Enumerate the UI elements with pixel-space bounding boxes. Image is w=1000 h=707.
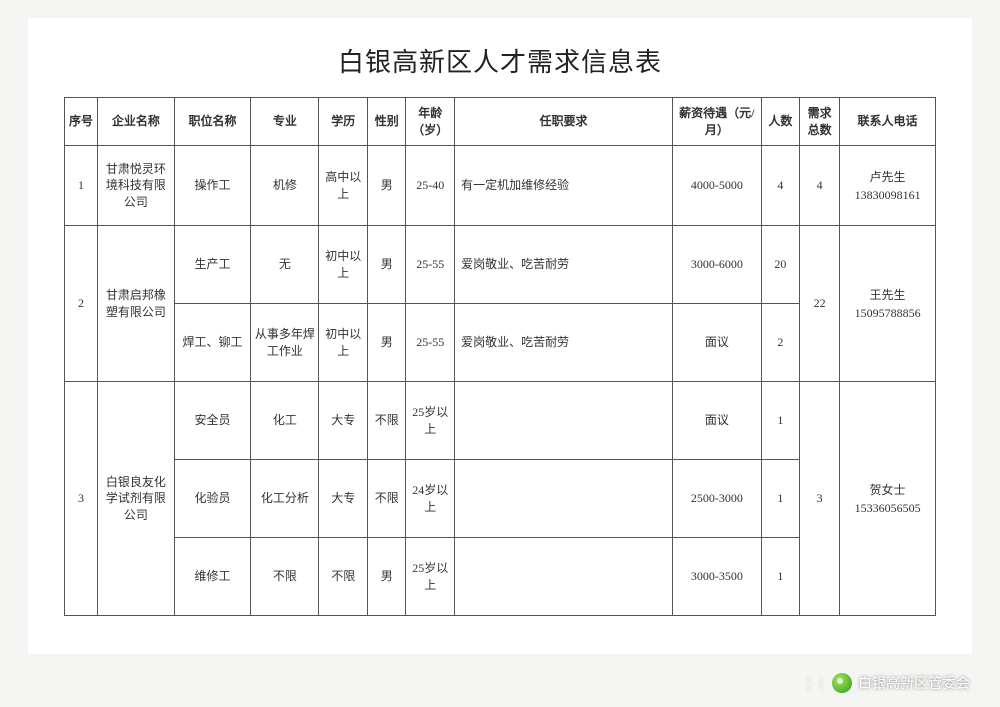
- cell-gender: 不限: [368, 382, 406, 460]
- page-title: 白银高新区人才需求信息表: [64, 42, 936, 79]
- footer-watermark: ⋮⋮ 白银高新区管委会: [802, 673, 970, 693]
- cell-edu: 不限: [319, 538, 368, 616]
- contact-phone: 15095788856: [842, 304, 933, 322]
- cell-contact: 贺女士15336056505: [840, 382, 936, 616]
- contact-name: 王先生: [842, 286, 933, 304]
- cell-company: 甘肃启邦橡塑有限公司: [98, 226, 175, 382]
- column-header: 人数: [761, 98, 799, 146]
- cell-requirement: 爱岗敬业、吃苦耐劳: [455, 226, 673, 304]
- cell-count: 4: [761, 146, 799, 226]
- cell-major: 从事多年焊工作业: [251, 304, 319, 382]
- cell-count: 1: [761, 382, 799, 460]
- table-row: 1甘肃悦灵环境科技有限公司操作工机修高中以上男25-40有一定机加维修经验400…: [65, 146, 936, 226]
- column-header: 联系人电话: [840, 98, 936, 146]
- table-row: 3白银良友化学试剂有限公司安全员化工大专不限25岁以上面议13贺女士153360…: [65, 382, 936, 460]
- column-header: 序号: [65, 98, 98, 146]
- column-header: 年龄（岁）: [406, 98, 455, 146]
- contact-name: 卢先生: [842, 168, 933, 186]
- table-body: 1甘肃悦灵环境科技有限公司操作工机修高中以上男25-40有一定机加维修经验400…: [65, 146, 936, 616]
- cell-edu: 大专: [319, 460, 368, 538]
- column-header: 任职要求: [455, 98, 673, 146]
- table-header-row: 序号企业名称职位名称专业学历性别年龄（岁）任职要求薪资待遇（元/月）人数需求总数…: [65, 98, 936, 146]
- cell-salary: 2500-3000: [672, 460, 761, 538]
- cell-requirement: [455, 460, 673, 538]
- cell-total: 22: [800, 226, 840, 382]
- cell-count: 20: [761, 226, 799, 304]
- cell-salary: 面议: [672, 382, 761, 460]
- cell-requirement: [455, 382, 673, 460]
- table-row: 2甘肃启邦橡塑有限公司生产工无初中以上男25-55爱岗敬业、吃苦耐劳3000-6…: [65, 226, 936, 304]
- cell-position: 化验员: [174, 460, 251, 538]
- cell-contact: 卢先生13830098161: [840, 146, 936, 226]
- cell-salary: 4000-5000: [672, 146, 761, 226]
- cell-age: 25-55: [406, 304, 455, 382]
- column-header: 性别: [368, 98, 406, 146]
- cell-major: 无: [251, 226, 319, 304]
- cell-age: 25岁以上: [406, 382, 455, 460]
- cell-gender: 男: [368, 538, 406, 616]
- cell-contact: 王先生15095788856: [840, 226, 936, 382]
- cell-salary: 3000-6000: [672, 226, 761, 304]
- cell-position: 操作工: [174, 146, 251, 226]
- cell-edu: 初中以上: [319, 226, 368, 304]
- cell-total: 3: [800, 382, 840, 616]
- cell-age: 24岁以上: [406, 460, 455, 538]
- contact-name: 贺女士: [842, 481, 933, 499]
- document-sheet: 白银高新区人才需求信息表 序号企业名称职位名称专业学历性别年龄（岁）任职要求薪资…: [28, 18, 972, 654]
- cell-total: 4: [800, 146, 840, 226]
- wechat-logo-icon: [832, 673, 852, 693]
- cell-age: 25-55: [406, 226, 455, 304]
- cell-count: 1: [761, 460, 799, 538]
- column-header: 职位名称: [174, 98, 251, 146]
- cell-edu: 初中以上: [319, 304, 368, 382]
- column-header: 学历: [319, 98, 368, 146]
- cell-position: 生产工: [174, 226, 251, 304]
- cell-seq: 3: [65, 382, 98, 616]
- cell-requirement: [455, 538, 673, 616]
- cell-position: 安全员: [174, 382, 251, 460]
- cell-seq: 2: [65, 226, 98, 382]
- talent-demand-table: 序号企业名称职位名称专业学历性别年龄（岁）任职要求薪资待遇（元/月）人数需求总数…: [64, 97, 936, 616]
- cell-edu: 大专: [319, 382, 368, 460]
- contact-phone: 15336056505: [842, 499, 933, 517]
- cell-gender: 男: [368, 226, 406, 304]
- cell-major: 机修: [251, 146, 319, 226]
- cell-requirement: 爱岗敬业、吃苦耐劳: [455, 304, 673, 382]
- cell-age: 25岁以上: [406, 538, 455, 616]
- column-header: 需求总数: [800, 98, 840, 146]
- cell-position: 焊工、铆工: [174, 304, 251, 382]
- cell-requirement: 有一定机加维修经验: [455, 146, 673, 226]
- column-header: 薪资待遇（元/月）: [672, 98, 761, 146]
- cell-count: 2: [761, 304, 799, 382]
- column-header: 专业: [251, 98, 319, 146]
- cell-count: 1: [761, 538, 799, 616]
- cell-major: 化工分析: [251, 460, 319, 538]
- cell-salary: 面议: [672, 304, 761, 382]
- cell-edu: 高中以上: [319, 146, 368, 226]
- wechat-dots-icon: ⋮⋮: [802, 675, 826, 692]
- cell-seq: 1: [65, 146, 98, 226]
- cell-major: 不限: [251, 538, 319, 616]
- cell-gender: 不限: [368, 460, 406, 538]
- cell-major: 化工: [251, 382, 319, 460]
- cell-company: 白银良友化学试剂有限公司: [98, 382, 175, 616]
- cell-gender: 男: [368, 146, 406, 226]
- column-header: 企业名称: [98, 98, 175, 146]
- contact-phone: 13830098161: [842, 186, 933, 204]
- cell-company: 甘肃悦灵环境科技有限公司: [98, 146, 175, 226]
- footer-text: 白银高新区管委会: [858, 673, 970, 693]
- cell-salary: 3000-3500: [672, 538, 761, 616]
- cell-age: 25-40: [406, 146, 455, 226]
- cell-position: 维修工: [174, 538, 251, 616]
- cell-gender: 男: [368, 304, 406, 382]
